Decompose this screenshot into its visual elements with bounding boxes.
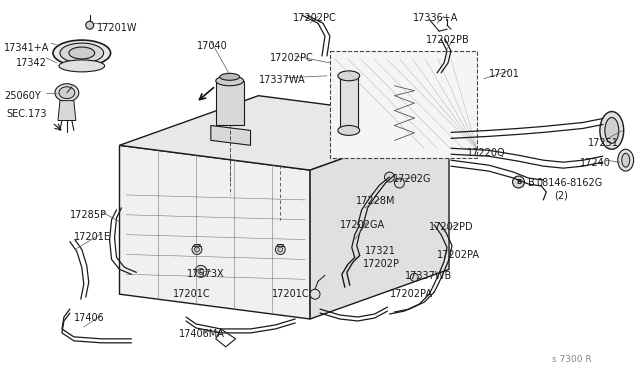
Text: 17406MA: 17406MA	[179, 329, 225, 339]
Text: 17337WB: 17337WB	[405, 271, 452, 281]
Text: 17201E: 17201E	[74, 232, 111, 242]
Bar	[330, 51, 477, 158]
Text: 17285P: 17285P	[70, 210, 107, 220]
Text: 17240: 17240	[580, 158, 611, 168]
Text: 17201: 17201	[489, 69, 520, 79]
Text: 17336+A: 17336+A	[413, 13, 459, 23]
Text: 17201W: 17201W	[97, 23, 137, 33]
Circle shape	[310, 289, 320, 299]
Ellipse shape	[53, 40, 111, 66]
Text: 17202PC: 17202PC	[293, 13, 337, 23]
Text: 17202PD: 17202PD	[429, 222, 474, 232]
Ellipse shape	[338, 71, 360, 81]
Circle shape	[195, 247, 200, 252]
Text: B: B	[529, 178, 535, 188]
Polygon shape	[211, 125, 250, 145]
Text: (2): (2)	[554, 191, 568, 201]
Text: 17251: 17251	[588, 138, 619, 148]
Ellipse shape	[600, 112, 624, 149]
Ellipse shape	[55, 84, 79, 102]
Text: 17202PA: 17202PA	[437, 250, 480, 260]
Ellipse shape	[59, 87, 75, 99]
Text: 17342: 17342	[16, 58, 47, 68]
Bar	[216, 81, 244, 125]
Text: 17040: 17040	[197, 41, 228, 51]
Text: 17202PC: 17202PC	[270, 53, 314, 63]
Ellipse shape	[59, 60, 104, 72]
Text: 08146-8162G: 08146-8162G	[536, 178, 603, 188]
Circle shape	[385, 172, 394, 182]
Ellipse shape	[618, 149, 634, 171]
Text: 17321: 17321	[365, 246, 396, 256]
Text: 17202PA: 17202PA	[390, 289, 433, 299]
Circle shape	[513, 176, 524, 188]
Text: 17202P: 17202P	[363, 259, 399, 269]
Text: 17573X: 17573X	[187, 269, 225, 279]
Circle shape	[86, 21, 93, 29]
Text: 25060Y: 25060Y	[4, 91, 41, 101]
Text: 17337WA: 17337WA	[259, 75, 305, 85]
Text: 17220Q: 17220Q	[467, 148, 506, 158]
Text: s 7300 R: s 7300 R	[552, 355, 592, 364]
Ellipse shape	[220, 73, 239, 80]
Text: 17341+A: 17341+A	[4, 43, 50, 53]
Ellipse shape	[338, 125, 360, 135]
Ellipse shape	[216, 76, 244, 86]
Circle shape	[278, 247, 283, 252]
Bar	[340, 76, 358, 131]
Text: 17202PB: 17202PB	[426, 35, 470, 45]
Circle shape	[192, 244, 202, 254]
Circle shape	[198, 268, 204, 274]
Circle shape	[410, 273, 419, 281]
Ellipse shape	[621, 153, 630, 167]
Polygon shape	[310, 121, 449, 319]
Polygon shape	[120, 96, 449, 170]
Text: 17202GA: 17202GA	[340, 220, 385, 230]
Text: B: B	[516, 179, 521, 185]
Text: 17201C: 17201C	[173, 289, 211, 299]
Text: 17201C: 17201C	[273, 289, 310, 299]
Polygon shape	[120, 145, 310, 319]
Text: SEC.173: SEC.173	[6, 109, 47, 119]
Ellipse shape	[60, 43, 104, 63]
Text: 17228M: 17228M	[356, 196, 396, 206]
Ellipse shape	[605, 118, 619, 143]
Circle shape	[195, 265, 207, 277]
Text: 17202G: 17202G	[392, 174, 431, 184]
Circle shape	[394, 178, 404, 188]
Ellipse shape	[69, 47, 95, 59]
Polygon shape	[58, 101, 76, 121]
Text: 17406: 17406	[74, 313, 104, 323]
Circle shape	[275, 244, 285, 254]
